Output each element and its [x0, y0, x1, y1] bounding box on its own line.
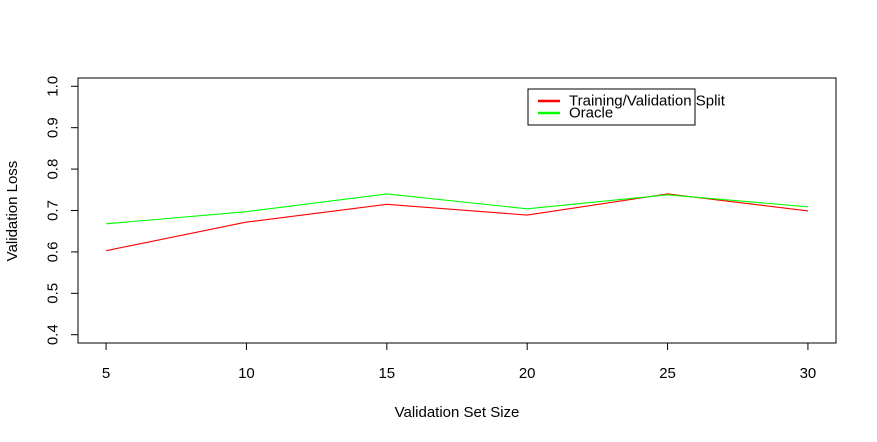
legend-box [527, 88, 696, 126]
plot-frame [77, 77, 837, 344]
x-tick-label: 10 [238, 365, 255, 382]
y-tick-label: 0.7 [45, 200, 62, 221]
x-tick-label: 30 [800, 365, 817, 382]
x-tick-label: 5 [102, 365, 110, 382]
y-tick-label: 0.5 [45, 283, 62, 304]
legend-label-1: Training/Validation Split [569, 93, 726, 110]
x-tick-label: 20 [519, 365, 536, 382]
y-tick-label: 0.6 [45, 241, 62, 262]
y-tick-label: 1.0 [45, 76, 62, 97]
series-line-1 [105, 193, 808, 252]
x-tick-label: 15 [378, 365, 395, 382]
legend-label-2: Oracle [569, 105, 613, 122]
y-axis-label: Validation Loss [4, 161, 21, 262]
x-tick-label: 25 [659, 365, 676, 382]
y-tick-label: 0.9 [45, 117, 62, 138]
x-axis-label: Validation Set Size [395, 404, 520, 421]
series-line-2 [106, 193, 808, 225]
y-tick-label: 0.8 [45, 159, 62, 180]
y-tick-label: 0.4 [45, 324, 62, 345]
